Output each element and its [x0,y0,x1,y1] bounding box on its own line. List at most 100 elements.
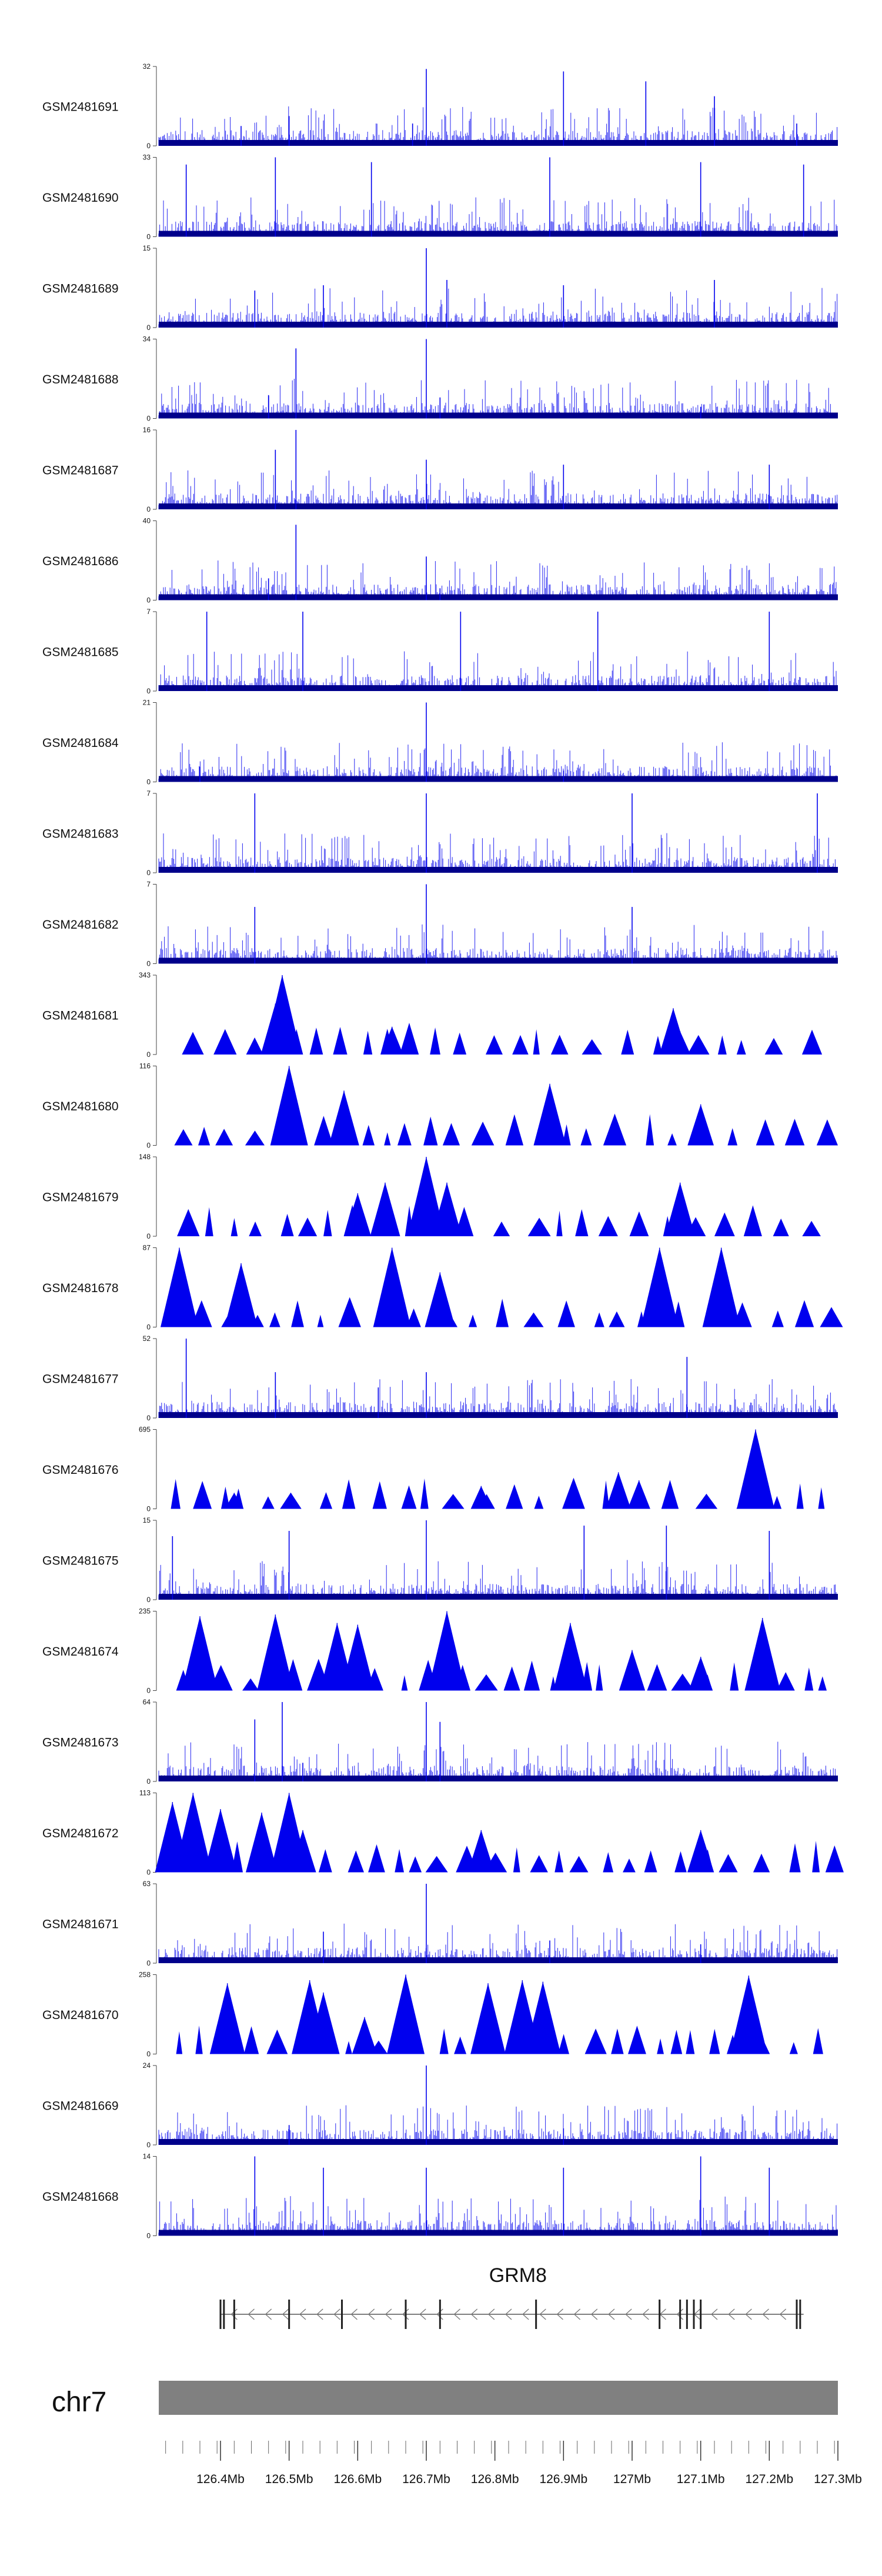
signal-triangle [363,1030,373,1055]
axis-tick-label: 126.7Mb [402,2472,450,2486]
signal-triangle [182,1032,204,1055]
signal-triangle [609,1311,625,1327]
signal-triangle [384,1132,391,1146]
signal-triangle [425,1856,448,1873]
signal-triangle [717,1035,727,1055]
signal-triangle [802,1220,821,1236]
signal-triangle [794,1300,814,1327]
signal-triangle [530,1855,548,1873]
signal-triangle [401,1675,408,1691]
y-max-label: 343 [139,971,151,979]
strand-arrow [402,2308,409,2320]
signal-triangle [556,1210,563,1236]
track-label: GSM2481672 [42,1827,119,1840]
signal-baseline [159,1776,838,1781]
signal-texture [158,2196,838,2236]
signal-triangle [496,1299,509,1327]
signal-triangle [709,2028,720,2054]
track-GSM2481682: GSM2481682 7 0 [42,880,838,968]
signal-texture [158,651,838,691]
signal-triangle [557,1300,575,1327]
signal-triangle [730,1662,739,1691]
signal-baseline [159,140,838,146]
signal-triangle [562,1477,585,1509]
track-label: GSM2481676 [42,1463,119,1477]
signal-triangle [493,1222,510,1236]
signal-triangle [406,1308,421,1327]
signal-baseline [159,2230,838,2236]
y-min-label: 0 [146,505,151,513]
signal-texture [158,742,838,782]
strand-arrow [539,2308,546,2320]
track-label: GSM2481690 [42,191,119,205]
track-label: GSM2481682 [42,918,119,932]
track-label: GSM2481671 [42,1918,119,1931]
signal-triangle [603,1113,627,1146]
strand-arrow [265,2308,272,2320]
y-min-label: 0 [146,1959,151,1967]
signal-triangle [215,1129,233,1146]
y-max-label: 235 [139,1607,151,1616]
signal-triangle [409,1856,422,1873]
signal-triangle [801,1029,823,1055]
y-min-label: 0 [146,142,151,150]
track-GSM2481674: GSM2481674 235 0 [42,1607,827,1695]
y-max-label: 116 [139,1062,151,1070]
strand-arrow [608,2308,615,2320]
y-max-label: 32 [143,62,151,71]
track-GSM2481679: GSM2481679 148 0 [42,1153,821,1240]
strand-arrow [745,2308,752,2320]
signal-triangle [348,1850,364,1873]
track-label: GSM2481678 [42,1282,119,1295]
y-max-label: 24 [143,2061,151,2070]
signal-triangle [317,1314,324,1327]
signal-triangle [471,1122,495,1146]
signal-triangle [420,1478,429,1509]
signal-triangle [719,1854,738,1873]
signal-triangle [534,1496,544,1509]
signal-triangle [575,1209,589,1236]
signal-triangle [230,1218,238,1236]
signal-triangle [764,1037,783,1055]
gene-exon [233,2300,235,2329]
track-GSM2481670: GSM2481670 258 0 [42,1971,823,2058]
track-GSM2481691: GSM2481691 32 0 [42,62,838,150]
track-label: GSM2481674 [42,1645,119,1659]
signal-triangle [584,2028,607,2054]
strand-arrow [248,2308,255,2320]
signal-texture [158,197,838,237]
gene-exon [659,2300,661,2329]
y-min-label: 0 [146,687,151,695]
signal-triangle [174,1129,193,1146]
track-GSM2481676: GSM2481676 695 0 [42,1426,825,1513]
signal-triangle [621,1029,634,1055]
gene-track: GRM8 [219,2264,804,2329]
signal-triangle [629,1211,649,1236]
signal-triangle [594,1312,604,1327]
signal-texture [158,833,838,873]
signal-triangle [246,1037,263,1055]
y-min-label: 0 [146,1323,151,1332]
signal-triangle [401,1485,417,1509]
signal-triangle [430,1027,440,1055]
signal-triangle [442,1494,465,1509]
y-max-label: 40 [143,517,151,525]
signal-triangle [221,1486,230,1509]
y-min-label: 0 [146,323,151,332]
y-max-label: 695 [139,1426,151,1434]
y-min-label: 0 [146,1596,151,1604]
signal-triangle [784,1119,805,1146]
signal-triangle [687,1035,710,1055]
track-GSM2481677: GSM2481677 52 0 [42,1334,838,1422]
strand-arrow [625,2308,632,2320]
track-label: GSM2481670 [42,2008,119,2022]
y-min-label: 0 [146,960,151,968]
signal-triangle [789,2042,798,2054]
y-max-label: 14 [143,2153,151,2161]
signal-triangle [644,1850,657,1873]
signal-triangle [825,1845,844,1873]
signal-triangle [670,2030,683,2054]
signal-texture [158,560,838,600]
signal-triangle [269,1312,280,1327]
